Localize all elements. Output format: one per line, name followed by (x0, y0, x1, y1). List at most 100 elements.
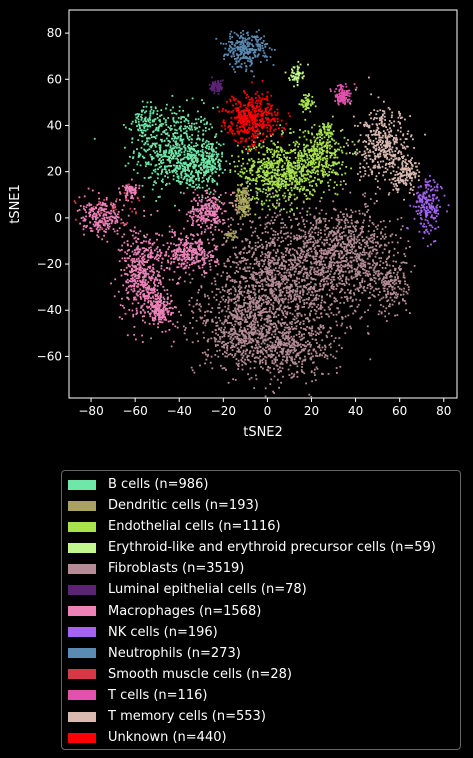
data-point (359, 247, 361, 249)
data-point (273, 244, 276, 247)
data-point (280, 133, 283, 136)
data-point (183, 116, 186, 119)
data-point (308, 393, 311, 396)
data-point (320, 232, 322, 234)
data-point (260, 159, 263, 162)
data-point (320, 312, 323, 315)
data-point (267, 178, 269, 181)
data-point (157, 196, 160, 198)
data-point (319, 139, 321, 142)
data-point (384, 244, 386, 247)
data-point (320, 131, 322, 134)
data-point (265, 199, 268, 202)
data-point (270, 140, 273, 142)
data-point (291, 259, 294, 262)
data-point (373, 202, 376, 205)
data-point (324, 264, 326, 266)
data-point (311, 149, 314, 152)
data-point (170, 152, 173, 155)
data-point (179, 182, 182, 185)
data-point (287, 184, 290, 186)
data-point (263, 323, 266, 326)
data-point (265, 178, 268, 181)
data-point (270, 166, 273, 169)
data-point (299, 271, 302, 274)
data-point (218, 166, 221, 169)
data-point (273, 315, 276, 318)
data-point (320, 142, 323, 145)
data-point (240, 201, 242, 203)
data-point (289, 266, 292, 269)
data-point (224, 315, 227, 318)
data-point (218, 174, 220, 177)
data-point (315, 161, 317, 164)
data-point (144, 125, 147, 127)
data-point (221, 309, 224, 312)
data-point (338, 161, 340, 164)
data-point (365, 241, 367, 244)
data-point (297, 344, 299, 346)
data-point (244, 177, 247, 180)
data-point (365, 236, 368, 239)
data-point (330, 286, 333, 288)
data-point (252, 271, 255, 274)
data-point (272, 304, 274, 307)
data-point (340, 180, 342, 183)
data-point (315, 225, 317, 228)
data-point (187, 145, 189, 148)
data-point (340, 257, 342, 260)
data-point (254, 294, 256, 297)
data-point (133, 150, 135, 153)
data-point (343, 213, 345, 216)
data-point (300, 169, 303, 171)
data-point (195, 183, 198, 186)
data-point (318, 178, 321, 181)
data-point (141, 110, 143, 113)
data-point (271, 203, 274, 205)
data-point (193, 175, 195, 178)
data-point (321, 146, 323, 149)
data-point (148, 176, 151, 179)
data-point (354, 253, 356, 255)
data-point (351, 245, 354, 248)
data-point (368, 247, 370, 249)
data-point (216, 273, 219, 276)
data-point (279, 213, 282, 216)
data-point (203, 167, 205, 169)
data-point (305, 198, 308, 200)
data-point (321, 296, 323, 299)
data-point (158, 159, 160, 162)
data-point (248, 317, 250, 319)
data-point (333, 208, 335, 210)
data-point (228, 274, 230, 277)
data-point (307, 306, 310, 309)
data-point (154, 170, 157, 173)
data-point (232, 230, 235, 233)
data-point (284, 294, 286, 297)
data-point (281, 218, 284, 221)
data-point (244, 309, 247, 312)
data-point (328, 233, 330, 236)
data-point (367, 309, 369, 312)
data-point (267, 180, 270, 183)
data-point (208, 152, 211, 155)
data-point (143, 156, 146, 159)
data-point (257, 237, 260, 239)
data-point (296, 168, 299, 171)
data-point (302, 245, 305, 248)
data-point (290, 175, 292, 178)
data-point (365, 251, 368, 254)
data-point (211, 172, 214, 175)
data-point (277, 320, 280, 323)
data-point (277, 162, 279, 165)
data-point (205, 139, 208, 142)
data-point (325, 271, 327, 273)
data-point (245, 239, 248, 242)
data-point (296, 314, 299, 317)
data-point (350, 289, 352, 292)
data-point (322, 171, 324, 173)
data-point (318, 221, 320, 224)
data-point (295, 181, 298, 184)
data-point (296, 252, 299, 255)
data-point (337, 223, 340, 225)
